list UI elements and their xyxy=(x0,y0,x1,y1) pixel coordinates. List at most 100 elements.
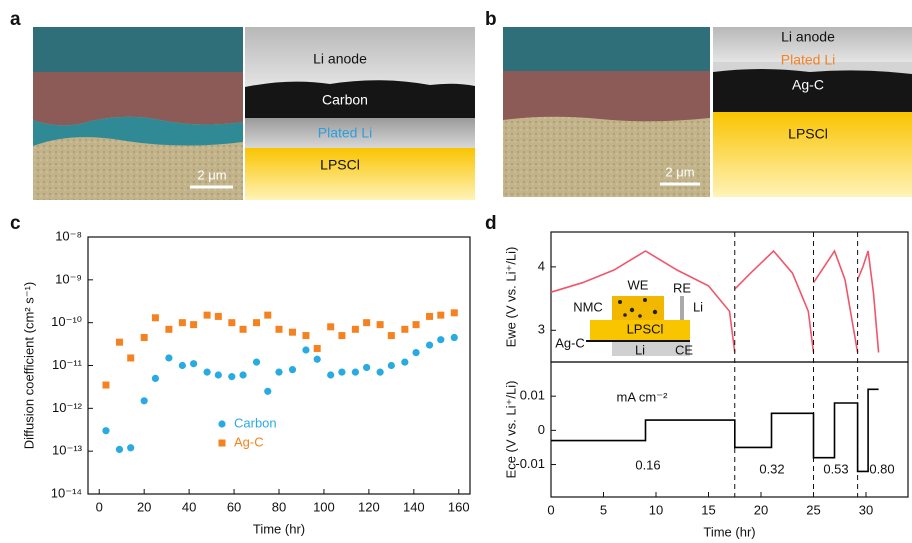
layer-label: Li anode xyxy=(313,51,367,67)
x-tick-label: 60 xyxy=(227,499,241,514)
layer-label: LPSCl xyxy=(320,157,360,173)
y-axis-label: Diffusion coefficient (cm² s⁻¹) xyxy=(21,282,36,449)
point xyxy=(165,325,173,333)
point xyxy=(425,341,434,349)
y-tick-label: 10⁻¹² xyxy=(52,400,83,415)
point xyxy=(288,366,297,374)
point xyxy=(327,323,335,331)
scale-bar-label: 2 μm xyxy=(197,167,226,182)
annotation: mA cm⁻² xyxy=(617,389,669,404)
y-tick-label: 10⁻¹⁰ xyxy=(51,314,82,329)
y-tick-label: 0 xyxy=(538,422,545,437)
point xyxy=(338,332,346,340)
x-tick-label: 40 xyxy=(182,499,196,514)
point xyxy=(115,338,123,346)
point xyxy=(140,334,148,342)
point xyxy=(437,311,445,319)
sem-image xyxy=(503,27,710,197)
inset-label: Li xyxy=(693,299,703,314)
y-tick-label: 4 xyxy=(538,258,545,273)
x-tick-label: 15 xyxy=(701,502,715,517)
y-tick-label: 10⁻⁸ xyxy=(55,228,82,243)
point xyxy=(288,328,296,336)
y-tick-label: 3 xyxy=(538,322,545,337)
y-axis-label: Ewe (V vs. Li⁺/Li) xyxy=(503,247,518,348)
layer-label: Plated Li xyxy=(781,52,835,68)
schematic xyxy=(713,27,912,197)
point xyxy=(363,363,371,372)
x-tick-label: 25 xyxy=(806,502,820,517)
point xyxy=(264,311,272,319)
point xyxy=(327,371,335,379)
annotation: 0.53 xyxy=(823,461,848,476)
point xyxy=(401,325,409,333)
point xyxy=(351,368,359,376)
point xyxy=(151,314,159,322)
inset-label: CE xyxy=(675,342,693,357)
point xyxy=(190,321,198,329)
line xyxy=(550,249,880,353)
annotation: 0.32 xyxy=(759,461,784,476)
point xyxy=(239,371,247,379)
line xyxy=(551,388,879,473)
inset-label: Li xyxy=(635,342,645,357)
x-tick-label: 0 xyxy=(547,502,554,517)
inset-label: LPSCl xyxy=(627,321,664,336)
point xyxy=(140,397,148,405)
point xyxy=(190,360,198,368)
y-tick-label: 10⁻⁹ xyxy=(55,271,82,286)
point xyxy=(450,309,458,317)
layer-label: Li anode xyxy=(781,29,835,45)
point xyxy=(203,368,211,376)
panel-letter: c xyxy=(10,213,21,234)
x-tick-label: 120 xyxy=(358,499,380,514)
point xyxy=(252,358,261,366)
schematic xyxy=(245,27,475,200)
annotation: 0.16 xyxy=(635,457,660,472)
x-tick-label: 20 xyxy=(137,499,151,514)
point xyxy=(302,346,310,354)
point xyxy=(363,319,371,327)
panel-letter: b xyxy=(485,9,497,30)
point xyxy=(387,332,395,340)
point xyxy=(228,373,236,381)
y-tick-label: 10⁻¹³ xyxy=(52,443,83,458)
legend-label: Ag-C xyxy=(234,434,264,449)
point xyxy=(313,355,321,363)
point xyxy=(401,358,409,366)
x-axis-label: Time (hr) xyxy=(253,521,305,536)
scale-bar-label: 2 μm xyxy=(665,164,694,179)
inset-label: RE xyxy=(673,280,691,295)
sem-image xyxy=(33,27,243,200)
point xyxy=(275,325,283,333)
point xyxy=(228,319,236,327)
point xyxy=(264,387,272,395)
layer-label: Ag-C xyxy=(792,77,824,93)
point xyxy=(376,321,384,329)
panel-letter: d xyxy=(485,213,497,234)
point xyxy=(203,311,211,319)
point xyxy=(214,371,222,379)
legend-marker xyxy=(218,420,226,428)
legend-marker xyxy=(218,439,226,447)
point xyxy=(275,368,283,376)
inset-label: NMC xyxy=(573,299,603,314)
plot-frame xyxy=(550,231,909,363)
point xyxy=(253,319,261,327)
point xyxy=(214,312,222,320)
point xyxy=(115,445,124,453)
point xyxy=(412,349,420,357)
point xyxy=(412,321,420,329)
inset-label: WE xyxy=(628,277,649,292)
point xyxy=(426,312,434,320)
x-tick-label: 0 xyxy=(96,499,103,514)
point xyxy=(437,336,445,344)
y-tick-label: 0.01 xyxy=(520,388,545,403)
layer-label: LPSCl xyxy=(788,126,828,142)
legend-label: Carbon xyxy=(234,415,277,430)
annotation: 0.80 xyxy=(869,461,894,476)
layer-label: Carbon xyxy=(322,92,368,108)
x-tick-label: 80 xyxy=(272,499,286,514)
